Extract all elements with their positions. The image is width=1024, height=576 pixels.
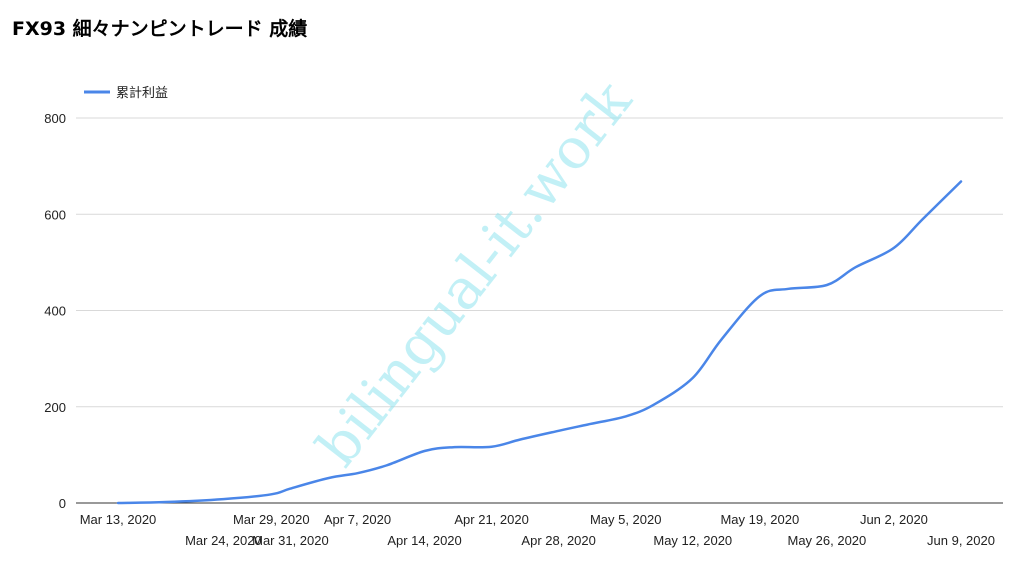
y-tick-label: 400 [44,304,66,319]
gridlines [76,117,1003,504]
x-axis-ticks: Mar 13, 2020 Mar 29, 2020 Apr 7, 2020 Apr 2… [80,512,995,548]
x-tick-label: Apr 28, 2020 [521,533,595,548]
y-tick-label: 200 [44,400,66,415]
x-tick-label: Mar 29, 2020 [233,512,310,527]
x-tick-label: Mar 31, 2020 [252,533,329,548]
x-tick-label: May 19, 2020 [720,512,799,527]
x-tick-label: Jun 9, 2020 [927,533,995,548]
watermark-text: bilingual-it.work [305,69,645,479]
x-tick-label: May 26, 2020 [787,533,866,548]
y-tick-label: 0 [59,496,66,511]
x-tick-label: Jun 2, 2020 [860,512,928,527]
y-axis-ticks: 0 200 400 600 800 [44,111,66,511]
legend: 累計利益 [84,85,168,101]
x-tick-label: May 12, 2020 [653,533,732,548]
legend-label: 累計利益 [116,85,168,101]
chart-title: FX93 細々ナンピントレード 成績 [12,18,308,40]
x-tick-label: Mar 13, 2020 [80,512,157,527]
x-tick-label: Mar 24, 2020 [185,533,262,548]
series-cumulative-profit [116,180,963,505]
y-tick-label: 800 [44,111,66,126]
x-tick-label: Apr 14, 2020 [387,533,461,548]
x-tick-label: May 5, 2020 [590,512,662,527]
x-tick-label: Apr 21, 2020 [454,512,528,527]
x-tick-label: Apr 7, 2020 [324,512,391,527]
y-tick-label: 600 [44,207,66,222]
